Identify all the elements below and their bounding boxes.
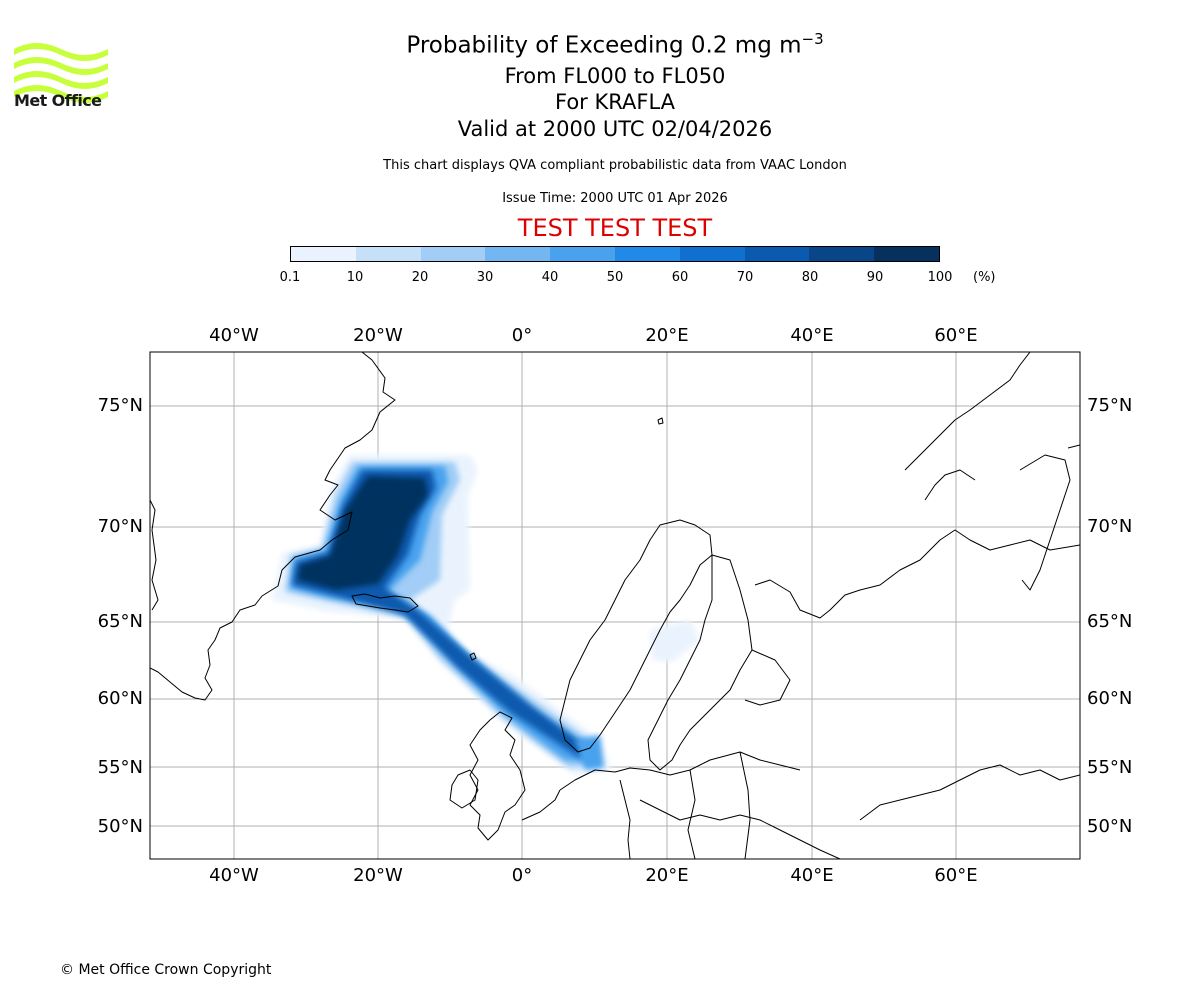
coastlines — [150, 352, 1080, 859]
colorbar-segment — [744, 247, 810, 261]
chart-title-text: Probability of Exceeding 0.2 mg m — [406, 32, 802, 59]
lat-label: 65°N — [1087, 611, 1132, 632]
lon-label: 40°E — [790, 865, 833, 886]
colorbar-tick-label: 40 — [541, 270, 559, 285]
lon-labels-bottom: 40°W 20°W 0° 20°E 40°E 60°E — [209, 865, 977, 886]
lon-label: 0° — [512, 325, 532, 346]
lon-label: 20°W — [353, 325, 403, 346]
colorbar-segment — [420, 247, 486, 261]
ash-plume — [272, 455, 700, 775]
met-office-logo-icon — [14, 43, 108, 103]
lat-label: 60°N — [1087, 688, 1132, 709]
lat-label: 70°N — [1087, 516, 1132, 537]
colorbar-tick-label: 70 — [736, 270, 754, 285]
lat-labels-left: 75°N 70°N 65°N 60°N 55°N 50°N — [98, 395, 143, 837]
title-superscript: −3 — [801, 30, 824, 48]
colorbar-segment — [485, 247, 551, 261]
test-banner: TEST TEST TEST — [517, 214, 713, 242]
colorbar-segment — [355, 247, 421, 261]
lon-label: 20°E — [645, 325, 688, 346]
lon-label: 20°W — [353, 865, 403, 886]
lat-label: 60°N — [98, 688, 143, 709]
copyright: © Met Office Crown Copyright — [60, 962, 272, 978]
colorbar — [290, 246, 940, 262]
valid-time: Valid at 2000 UTC 02/04/2026 — [457, 117, 773, 141]
logo-text: Met Office — [14, 91, 102, 110]
level-range: From FL000 to FL050 — [504, 64, 726, 88]
colorbar-segment — [291, 247, 356, 261]
colorbar-tick-label: 30 — [476, 270, 494, 285]
lat-labels-right: 75°N 70°N 65°N 60°N 55°N 50°N — [1087, 395, 1132, 837]
colorbar-segment — [550, 247, 615, 261]
lat-label: 50°N — [1087, 816, 1132, 837]
lat-label: 75°N — [98, 395, 143, 416]
gridlines — [150, 352, 1080, 859]
lat-label: 75°N — [1087, 395, 1132, 416]
colorbar-tick-label: 80 — [801, 270, 819, 285]
issue-time: Issue Time: 2000 UTC 01 Apr 2026 — [502, 191, 728, 206]
lon-label: 20°E — [645, 865, 688, 886]
lon-label: 60°E — [934, 325, 977, 346]
colorbar-tick-label: 60 — [671, 270, 689, 285]
lon-label: 0° — [512, 865, 532, 886]
lat-label: 55°N — [1087, 757, 1132, 778]
colorbar-segment — [679, 247, 745, 261]
colorbar-tick-label: 0.1 — [279, 270, 301, 285]
colorbar-segment — [874, 247, 939, 261]
lat-label: 65°N — [98, 611, 143, 632]
colorbar-tick-label: 100 — [927, 270, 953, 285]
colorbar-unit: (%) — [973, 270, 996, 285]
colorbar-tick-label: 20 — [411, 270, 429, 285]
lat-label: 70°N — [98, 516, 143, 537]
colorbar-tick-label: 50 — [606, 270, 624, 285]
lon-label: 40°E — [790, 325, 833, 346]
colorbar-segment — [809, 247, 875, 261]
chart-title: Probability of Exceeding 0.2 mg m−3 — [300, 30, 930, 59]
colorbar-segment — [614, 247, 680, 261]
description: This chart displays QVA compliant probab… — [383, 158, 847, 173]
lon-label: 60°E — [934, 865, 977, 886]
lon-label: 40°W — [209, 325, 259, 346]
colorbar-tick-label: 10 — [346, 270, 364, 285]
map-frame — [149, 351, 1081, 860]
map-background — [150, 352, 1080, 859]
lon-label: 40°W — [209, 865, 259, 886]
lat-label: 55°N — [98, 757, 143, 778]
lon-labels-top: 40°W 20°W 0° 20°E 40°E 60°E — [209, 325, 977, 346]
colorbar-tick-label: 90 — [866, 270, 884, 285]
lat-label: 50°N — [98, 816, 143, 837]
volcano-name: For KRAFLA — [555, 90, 675, 114]
